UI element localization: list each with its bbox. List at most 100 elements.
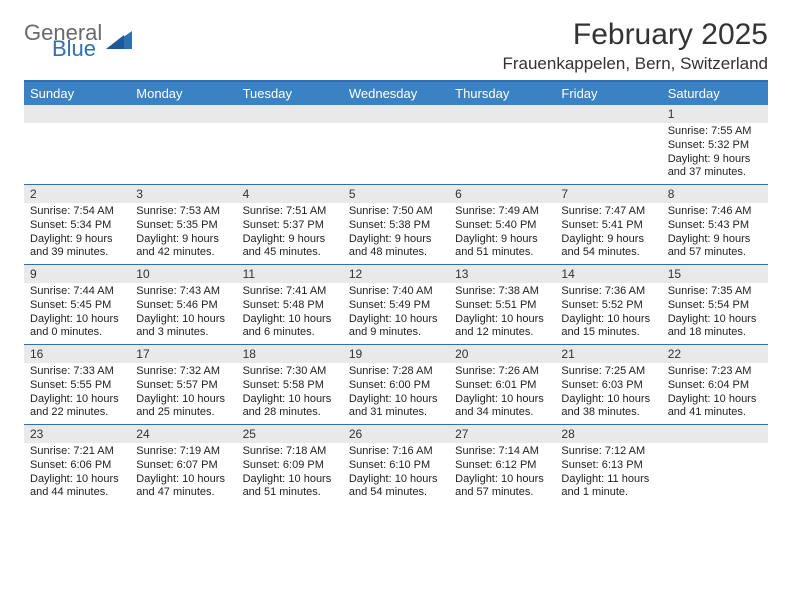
calendar-cell: 24Sunrise: 7:19 AMSunset: 6:07 PMDayligh…	[130, 425, 236, 504]
calendar-cell: 25Sunrise: 7:18 AMSunset: 6:09 PMDayligh…	[237, 425, 343, 504]
day-details: Sunrise: 7:49 AMSunset: 5:40 PMDaylight:…	[449, 203, 555, 264]
daylight-text: Daylight: 10 hours and 57 minutes.	[455, 473, 549, 501]
daylight-text: Daylight: 10 hours and 54 minutes.	[349, 473, 443, 501]
calendar-cell: 17Sunrise: 7:32 AMSunset: 5:57 PMDayligh…	[130, 345, 236, 424]
daylight-text: Daylight: 10 hours and 44 minutes.	[30, 473, 124, 501]
sunrise-text: Sunrise: 7:25 AM	[561, 365, 655, 379]
day-number: 6	[449, 185, 555, 203]
sunset-text: Sunset: 6:06 PM	[30, 459, 124, 473]
calendar-cell: 2Sunrise: 7:54 AMSunset: 5:34 PMDaylight…	[24, 185, 130, 264]
day-number: 3	[130, 185, 236, 203]
day-details	[343, 123, 449, 129]
day-number	[449, 105, 555, 123]
calendar-cell: 8Sunrise: 7:46 AMSunset: 5:43 PMDaylight…	[662, 185, 768, 264]
sunrise-text: Sunrise: 7:12 AM	[561, 445, 655, 459]
sunset-text: Sunset: 6:04 PM	[668, 379, 762, 393]
sunset-text: Sunset: 5:51 PM	[455, 299, 549, 313]
calendar-cell	[662, 425, 768, 504]
calendar-cell: 9Sunrise: 7:44 AMSunset: 5:45 PMDaylight…	[24, 265, 130, 344]
day-details: Sunrise: 7:44 AMSunset: 5:45 PMDaylight:…	[24, 283, 130, 344]
calendar-cell	[130, 105, 236, 184]
calendar-cell: 15Sunrise: 7:35 AMSunset: 5:54 PMDayligh…	[662, 265, 768, 344]
day-number: 14	[555, 265, 661, 283]
daylight-text: Daylight: 10 hours and 38 minutes.	[561, 393, 655, 421]
calendar-cell	[24, 105, 130, 184]
day-number	[130, 105, 236, 123]
calendar-cell: 28Sunrise: 7:12 AMSunset: 6:13 PMDayligh…	[555, 425, 661, 504]
day-details: Sunrise: 7:18 AMSunset: 6:09 PMDaylight:…	[237, 443, 343, 504]
day-details	[662, 443, 768, 449]
day-number: 12	[343, 265, 449, 283]
day-header-row: Sunday Monday Tuesday Wednesday Thursday…	[24, 82, 768, 105]
sunset-text: Sunset: 5:37 PM	[243, 219, 337, 233]
day-details: Sunrise: 7:38 AMSunset: 5:51 PMDaylight:…	[449, 283, 555, 344]
sunrise-text: Sunrise: 7:38 AM	[455, 285, 549, 299]
sunset-text: Sunset: 6:07 PM	[136, 459, 230, 473]
calendar-cell: 23Sunrise: 7:21 AMSunset: 6:06 PMDayligh…	[24, 425, 130, 504]
daylight-text: Daylight: 9 hours and 54 minutes.	[561, 233, 655, 261]
daylight-text: Daylight: 10 hours and 12 minutes.	[455, 313, 549, 341]
daylight-text: Daylight: 10 hours and 18 minutes.	[668, 313, 762, 341]
header: General Blue February 2025 Frauenkappele…	[24, 18, 768, 74]
sunset-text: Sunset: 6:01 PM	[455, 379, 549, 393]
day-number	[662, 425, 768, 443]
daylight-text: Daylight: 10 hours and 9 minutes.	[349, 313, 443, 341]
sunset-text: Sunset: 5:48 PM	[243, 299, 337, 313]
day-details: Sunrise: 7:33 AMSunset: 5:55 PMDaylight:…	[24, 363, 130, 424]
calendar-cell: 4Sunrise: 7:51 AMSunset: 5:37 PMDaylight…	[237, 185, 343, 264]
daylight-text: Daylight: 11 hours and 1 minute.	[561, 473, 655, 501]
day-details: Sunrise: 7:26 AMSunset: 6:01 PMDaylight:…	[449, 363, 555, 424]
calendar: Sunday Monday Tuesday Wednesday Thursday…	[24, 80, 768, 504]
brand-text-blue: Blue	[52, 38, 102, 60]
sunset-text: Sunset: 6:03 PM	[561, 379, 655, 393]
daylight-text: Daylight: 10 hours and 28 minutes.	[243, 393, 337, 421]
day-number: 15	[662, 265, 768, 283]
calendar-cell: 16Sunrise: 7:33 AMSunset: 5:55 PMDayligh…	[24, 345, 130, 424]
day-details: Sunrise: 7:50 AMSunset: 5:38 PMDaylight:…	[343, 203, 449, 264]
day-details: Sunrise: 7:30 AMSunset: 5:58 PMDaylight:…	[237, 363, 343, 424]
sunset-text: Sunset: 5:38 PM	[349, 219, 443, 233]
sunset-text: Sunset: 5:43 PM	[668, 219, 762, 233]
day-details	[449, 123, 555, 129]
sunrise-text: Sunrise: 7:33 AM	[30, 365, 124, 379]
sunrise-text: Sunrise: 7:41 AM	[243, 285, 337, 299]
daylight-text: Daylight: 9 hours and 51 minutes.	[455, 233, 549, 261]
day-details: Sunrise: 7:35 AMSunset: 5:54 PMDaylight:…	[662, 283, 768, 344]
day-details: Sunrise: 7:51 AMSunset: 5:37 PMDaylight:…	[237, 203, 343, 264]
sunset-text: Sunset: 6:10 PM	[349, 459, 443, 473]
calendar-cell: 13Sunrise: 7:38 AMSunset: 5:51 PMDayligh…	[449, 265, 555, 344]
calendar-week: 1Sunrise: 7:55 AMSunset: 5:32 PMDaylight…	[24, 105, 768, 184]
month-title: February 2025	[502, 18, 768, 52]
daylight-text: Daylight: 9 hours and 39 minutes.	[30, 233, 124, 261]
day-details: Sunrise: 7:53 AMSunset: 5:35 PMDaylight:…	[130, 203, 236, 264]
day-details: Sunrise: 7:36 AMSunset: 5:52 PMDaylight:…	[555, 283, 661, 344]
daylight-text: Daylight: 10 hours and 41 minutes.	[668, 393, 762, 421]
day-number: 26	[343, 425, 449, 443]
day-details	[24, 123, 130, 129]
calendar-week: 23Sunrise: 7:21 AMSunset: 6:06 PMDayligh…	[24, 424, 768, 504]
day-details	[555, 123, 661, 129]
sunrise-text: Sunrise: 7:19 AM	[136, 445, 230, 459]
day-header: Thursday	[449, 82, 555, 105]
day-number: 24	[130, 425, 236, 443]
day-header: Tuesday	[237, 82, 343, 105]
sunrise-text: Sunrise: 7:14 AM	[455, 445, 549, 459]
sunrise-text: Sunrise: 7:16 AM	[349, 445, 443, 459]
day-number: 28	[555, 425, 661, 443]
day-details: Sunrise: 7:46 AMSunset: 5:43 PMDaylight:…	[662, 203, 768, 264]
calendar-cell: 1Sunrise: 7:55 AMSunset: 5:32 PMDaylight…	[662, 105, 768, 184]
day-header: Saturday	[662, 82, 768, 105]
day-number	[555, 105, 661, 123]
day-details: Sunrise: 7:28 AMSunset: 6:00 PMDaylight:…	[343, 363, 449, 424]
sunset-text: Sunset: 5:55 PM	[30, 379, 124, 393]
day-number: 9	[24, 265, 130, 283]
sunrise-text: Sunrise: 7:40 AM	[349, 285, 443, 299]
daylight-text: Daylight: 10 hours and 31 minutes.	[349, 393, 443, 421]
day-header: Sunday	[24, 82, 130, 105]
daylight-text: Daylight: 10 hours and 3 minutes.	[136, 313, 230, 341]
title-block: February 2025 Frauenkappelen, Bern, Swit…	[502, 18, 768, 74]
sunrise-text: Sunrise: 7:26 AM	[455, 365, 549, 379]
sunset-text: Sunset: 6:00 PM	[349, 379, 443, 393]
day-number: 10	[130, 265, 236, 283]
sunset-text: Sunset: 5:57 PM	[136, 379, 230, 393]
